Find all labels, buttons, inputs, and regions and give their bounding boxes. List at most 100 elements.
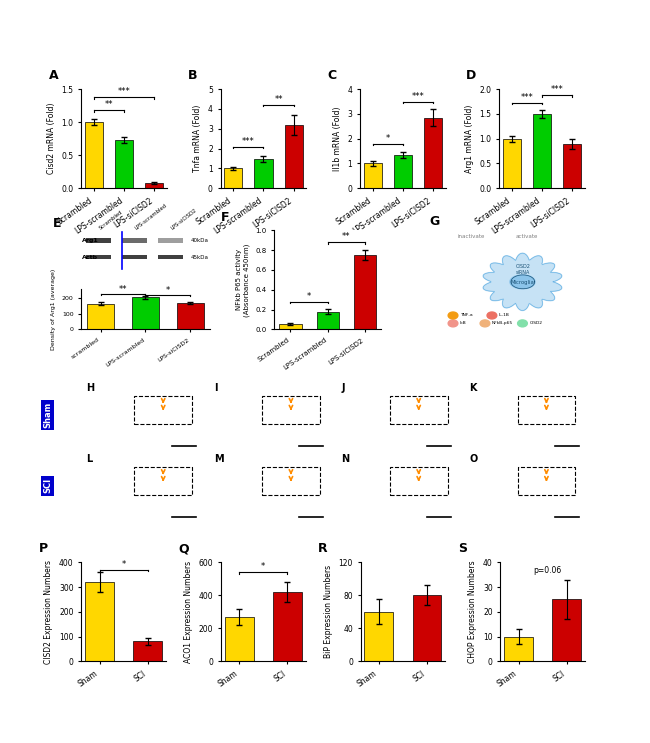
- Text: *: *: [166, 286, 170, 295]
- Text: F: F: [221, 210, 229, 224]
- Bar: [390, 467, 448, 496]
- Text: ACO1: ACO1: [254, 370, 284, 380]
- Text: O: O: [469, 455, 478, 464]
- Text: D: D: [466, 69, 476, 82]
- Bar: [85, 582, 114, 661]
- Bar: [504, 637, 533, 661]
- Text: IL-1B: IL-1B: [499, 314, 510, 317]
- Text: NFkB-p65: NFkB-p65: [492, 322, 513, 325]
- Text: CHOP: CHOP: [510, 370, 540, 380]
- Polygon shape: [510, 275, 535, 289]
- Text: TNF-a: TNF-a: [460, 314, 473, 317]
- Bar: [365, 611, 393, 661]
- Text: H: H: [86, 383, 94, 393]
- Text: N: N: [341, 455, 350, 464]
- Bar: [280, 325, 302, 329]
- Bar: [225, 617, 254, 661]
- Text: ***: ***: [242, 137, 255, 146]
- Text: ***: ***: [551, 85, 564, 94]
- Bar: [158, 255, 183, 259]
- Text: K: K: [469, 383, 477, 393]
- Bar: [135, 467, 192, 496]
- Text: P: P: [39, 542, 48, 556]
- Bar: [133, 641, 162, 661]
- Text: G: G: [430, 215, 439, 228]
- Text: 40kDa: 40kDa: [191, 238, 209, 243]
- Text: LPS-siCISD2: LPS-siCISD2: [170, 207, 198, 230]
- Y-axis label: Il1b mRNA (Fold): Il1b mRNA (Fold): [333, 106, 342, 171]
- Text: Actb: Actb: [82, 255, 98, 260]
- Y-axis label: Cisd2 mRNA (Fold): Cisd2 mRNA (Fold): [47, 103, 56, 175]
- Text: Arg1: Arg1: [82, 238, 99, 243]
- Bar: [273, 592, 302, 661]
- Bar: [158, 238, 183, 242]
- Bar: [563, 143, 581, 188]
- Bar: [177, 303, 203, 329]
- Text: **: **: [342, 233, 351, 241]
- Text: Sham: Sham: [43, 402, 52, 428]
- Bar: [424, 117, 442, 188]
- Y-axis label: BiP Expression Numbers: BiP Expression Numbers: [324, 565, 333, 658]
- Bar: [85, 122, 103, 188]
- Text: S: S: [458, 542, 467, 556]
- Text: **: **: [274, 95, 283, 104]
- Text: p=0.06: p=0.06: [533, 566, 561, 575]
- Text: **: **: [105, 100, 114, 109]
- Bar: [262, 467, 320, 496]
- Text: C: C: [327, 69, 336, 82]
- Bar: [122, 255, 147, 259]
- Text: siRNA: siRNA: [515, 270, 530, 275]
- Text: ***: ***: [411, 91, 424, 100]
- Bar: [503, 139, 521, 188]
- Y-axis label: ACO1 Expression Numbers: ACO1 Expression Numbers: [184, 561, 193, 663]
- Text: *: *: [307, 292, 311, 301]
- Text: Q: Q: [179, 542, 189, 556]
- Text: I: I: [214, 383, 217, 393]
- Text: *: *: [261, 562, 265, 571]
- Text: CISD2: CISD2: [529, 322, 542, 325]
- Polygon shape: [483, 253, 562, 311]
- Text: CISD2: CISD2: [515, 264, 530, 269]
- Text: *: *: [122, 559, 125, 568]
- Bar: [86, 255, 110, 259]
- Bar: [115, 140, 133, 188]
- Circle shape: [448, 312, 458, 319]
- Text: LPS-scrambled: LPS-scrambled: [134, 202, 168, 230]
- Bar: [87, 304, 114, 329]
- Bar: [517, 396, 575, 424]
- Bar: [533, 114, 551, 188]
- Bar: [132, 297, 159, 329]
- Text: SCI: SCI: [43, 478, 52, 493]
- Bar: [317, 311, 339, 329]
- Circle shape: [517, 320, 527, 327]
- Y-axis label: CISD2 Expression Numbers: CISD2 Expression Numbers: [44, 559, 53, 663]
- Text: *: *: [385, 134, 390, 143]
- Text: BiP: BiP: [388, 370, 406, 380]
- Y-axis label: Tnfa mRNA (Fold): Tnfa mRNA (Fold): [194, 105, 202, 172]
- Bar: [122, 238, 147, 242]
- Text: E: E: [53, 217, 62, 230]
- Y-axis label: Density of Arg1 (average): Density of Arg1 (average): [51, 268, 57, 350]
- Bar: [364, 163, 382, 188]
- Bar: [262, 396, 320, 424]
- Text: J: J: [341, 383, 345, 393]
- Text: activate: activate: [515, 234, 538, 239]
- Text: R: R: [318, 542, 328, 556]
- Bar: [255, 160, 272, 188]
- Text: **: **: [119, 285, 127, 293]
- Text: A: A: [49, 69, 58, 82]
- Bar: [354, 255, 376, 329]
- Bar: [552, 600, 581, 661]
- Bar: [135, 396, 192, 424]
- Bar: [413, 595, 441, 661]
- Bar: [224, 169, 242, 188]
- Text: M: M: [214, 455, 224, 464]
- Y-axis label: NFkb P65 activity
(Absorbance 450nm): NFkb P65 activity (Absorbance 450nm): [237, 243, 250, 317]
- Text: Scrambled: Scrambled: [98, 209, 124, 230]
- Circle shape: [487, 312, 497, 319]
- Bar: [394, 155, 411, 188]
- Bar: [145, 183, 163, 188]
- Y-axis label: CHOP Expression Numbers: CHOP Expression Numbers: [469, 560, 477, 663]
- Text: 45kDa: 45kDa: [191, 255, 209, 260]
- Text: IkB: IkB: [460, 322, 467, 325]
